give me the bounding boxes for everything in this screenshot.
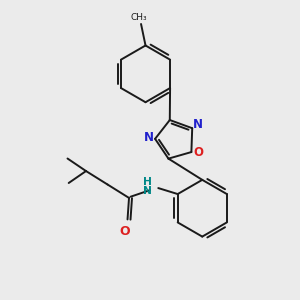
Text: O: O (193, 146, 203, 158)
Text: O: O (119, 225, 130, 238)
Text: N: N (193, 118, 202, 131)
Text: N: N (143, 131, 154, 144)
Text: H
N: H N (143, 177, 152, 196)
Text: CH₃: CH₃ (130, 13, 147, 22)
